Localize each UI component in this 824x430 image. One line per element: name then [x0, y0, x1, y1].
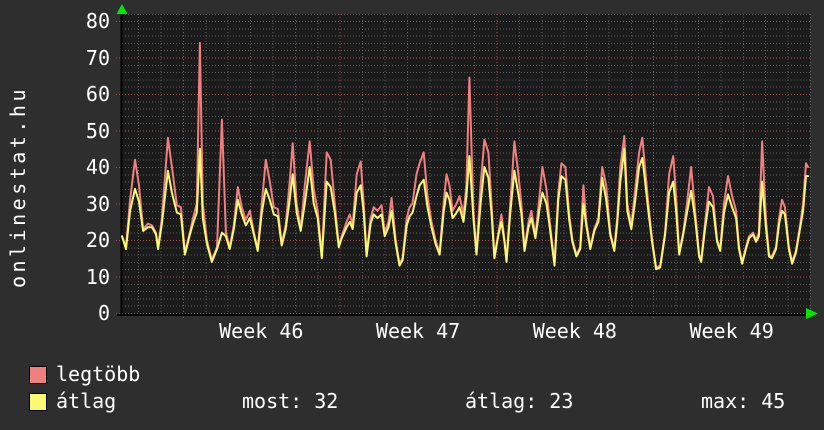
y-axis-tick-label: 30 [85, 191, 110, 216]
y-axis-tick-label: 0 [97, 301, 110, 325]
legend-swatch-legtobb [29, 366, 47, 384]
y-axis-tick-label: 50 [85, 118, 110, 143]
x-axis-week-label: Week 47 [375, 319, 461, 343]
x-axis-week-label: Week 49 [689, 319, 774, 343]
y-axis-tick-label: 10 [85, 264, 110, 289]
stat-most: most: 32 [242, 389, 339, 413]
y-axis-tick-label: 80 [85, 9, 110, 33]
vertical-axis-title: onlinestat.hu [6, 85, 30, 289]
stat-atlag: átlag: 23 [465, 389, 574, 413]
x-axis-week-label: Week 48 [532, 319, 617, 343]
legend-label-atlag: átlag [56, 389, 117, 413]
y-axis-tick-label: 40 [85, 155, 110, 179]
y-axis-tick-label: 60 [85, 82, 110, 106]
legend-label-legtobb: legtöbb [56, 362, 141, 386]
stat-max: max: 45 [701, 389, 786, 413]
y-axis-tick-label: 20 [85, 228, 110, 252]
y-axis-tick-label: 70 [85, 45, 110, 70]
series-line-atlag [121, 147, 809, 271]
x-axis-week-label: Week 46 [219, 319, 304, 343]
legend-swatch-atlag [29, 393, 47, 411]
x-axis-arrow-icon [806, 308, 818, 319]
y-axis-arrow-icon [116, 4, 128, 14]
